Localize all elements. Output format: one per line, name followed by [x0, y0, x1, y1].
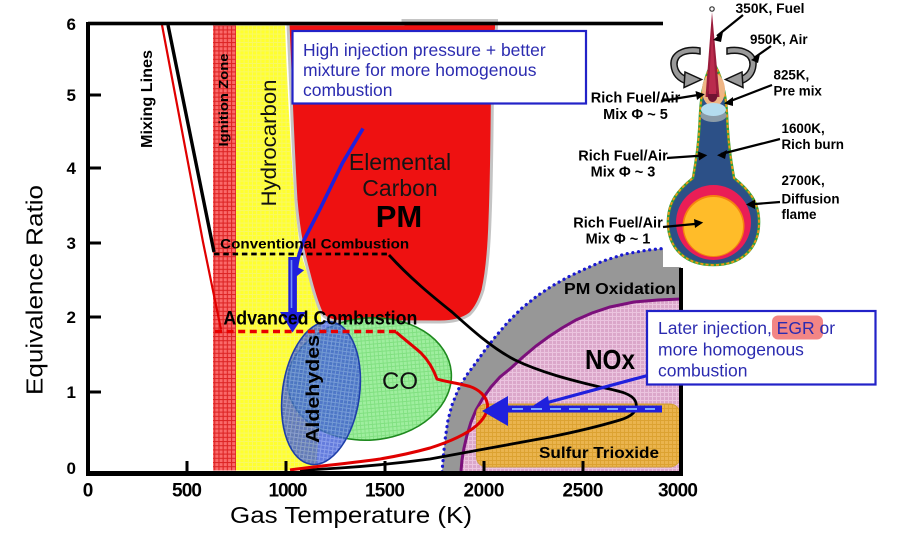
svg-text:0: 0 [83, 481, 94, 502]
svg-text:Diffusion: Diffusion [782, 192, 840, 207]
svg-text:Rich Fuel/Air: Rich Fuel/Air [578, 149, 668, 165]
svg-text:2000: 2000 [464, 481, 505, 502]
svg-text:Gas Temperature (K): Gas Temperature (K) [230, 502, 472, 528]
svg-text:950K, Air: 950K, Air [750, 32, 808, 47]
svg-text:825K,: 825K, [774, 68, 810, 83]
svg-text:Mixing Lines: Mixing Lines [139, 50, 156, 148]
svg-text:500: 500 [172, 481, 202, 502]
svg-text:NOx: NOx [585, 344, 635, 375]
svg-text:Advanced Combustion: Advanced Combustion [223, 309, 417, 330]
svg-text:combustion: combustion [658, 361, 748, 381]
svg-text:350K, Fuel: 350K, Fuel [736, 1, 805, 16]
svg-text:PM: PM [376, 199, 423, 234]
svg-text:Elemental: Elemental [349, 149, 451, 175]
svg-text:Mix Φ ~ 3: Mix Φ ~ 3 [591, 165, 656, 181]
svg-text:Mix Φ ~ 1: Mix Φ ~ 1 [586, 232, 651, 248]
svg-text:2: 2 [67, 308, 76, 327]
svg-text:Rich Fuel/Air: Rich Fuel/Air [573, 216, 663, 232]
svg-text:Carbon: Carbon [362, 175, 437, 201]
svg-text:1600K,: 1600K, [782, 121, 825, 136]
svg-text:4: 4 [67, 159, 77, 178]
svg-text:5: 5 [67, 86, 76, 105]
svg-text:3: 3 [67, 234, 76, 253]
svg-text:0: 0 [67, 459, 76, 478]
svg-text:Sulfur Trioxide: Sulfur Trioxide [539, 445, 659, 462]
svg-text:Later injection, EGR or: Later injection, EGR or [658, 318, 835, 338]
svg-text:Equivalence Ratio: Equivalence Ratio [22, 185, 48, 395]
svg-text:Pre mix: Pre mix [774, 84, 823, 99]
svg-text:PM Oxidation: PM Oxidation [564, 281, 676, 298]
svg-text:more homogenous: more homogenous [658, 340, 804, 360]
svg-text:CO: CO [382, 368, 418, 395]
svg-text:combustion: combustion [303, 80, 393, 100]
svg-text:3000: 3000 [658, 481, 698, 502]
svg-text:1: 1 [67, 383, 76, 402]
svg-text:High injection pressure + bett: High injection pressure + better [303, 40, 546, 60]
svg-text:flame: flame [782, 207, 817, 222]
svg-text:Aldehydes: Aldehydes [303, 335, 323, 443]
svg-text:mixture for more homogenous: mixture for more homogenous [303, 60, 537, 80]
svg-text:Conventional Combustion: Conventional Combustion [220, 236, 409, 252]
svg-text:Hydrocarbon: Hydrocarbon [257, 80, 281, 207]
svg-text:6: 6 [67, 15, 76, 34]
svg-text:1000: 1000 [269, 481, 308, 502]
svg-text:Rich Fuel/Air: Rich Fuel/Air [591, 91, 681, 107]
svg-text:2700K,: 2700K, [782, 173, 825, 188]
svg-text:1500: 1500 [365, 481, 405, 502]
svg-text:2500: 2500 [563, 481, 604, 502]
svg-text:Ignition Zone: Ignition Zone [216, 54, 231, 147]
svg-text:Mix Φ ~ 5: Mix Φ ~ 5 [603, 107, 668, 123]
svg-text:Rich burn: Rich burn [782, 137, 845, 152]
